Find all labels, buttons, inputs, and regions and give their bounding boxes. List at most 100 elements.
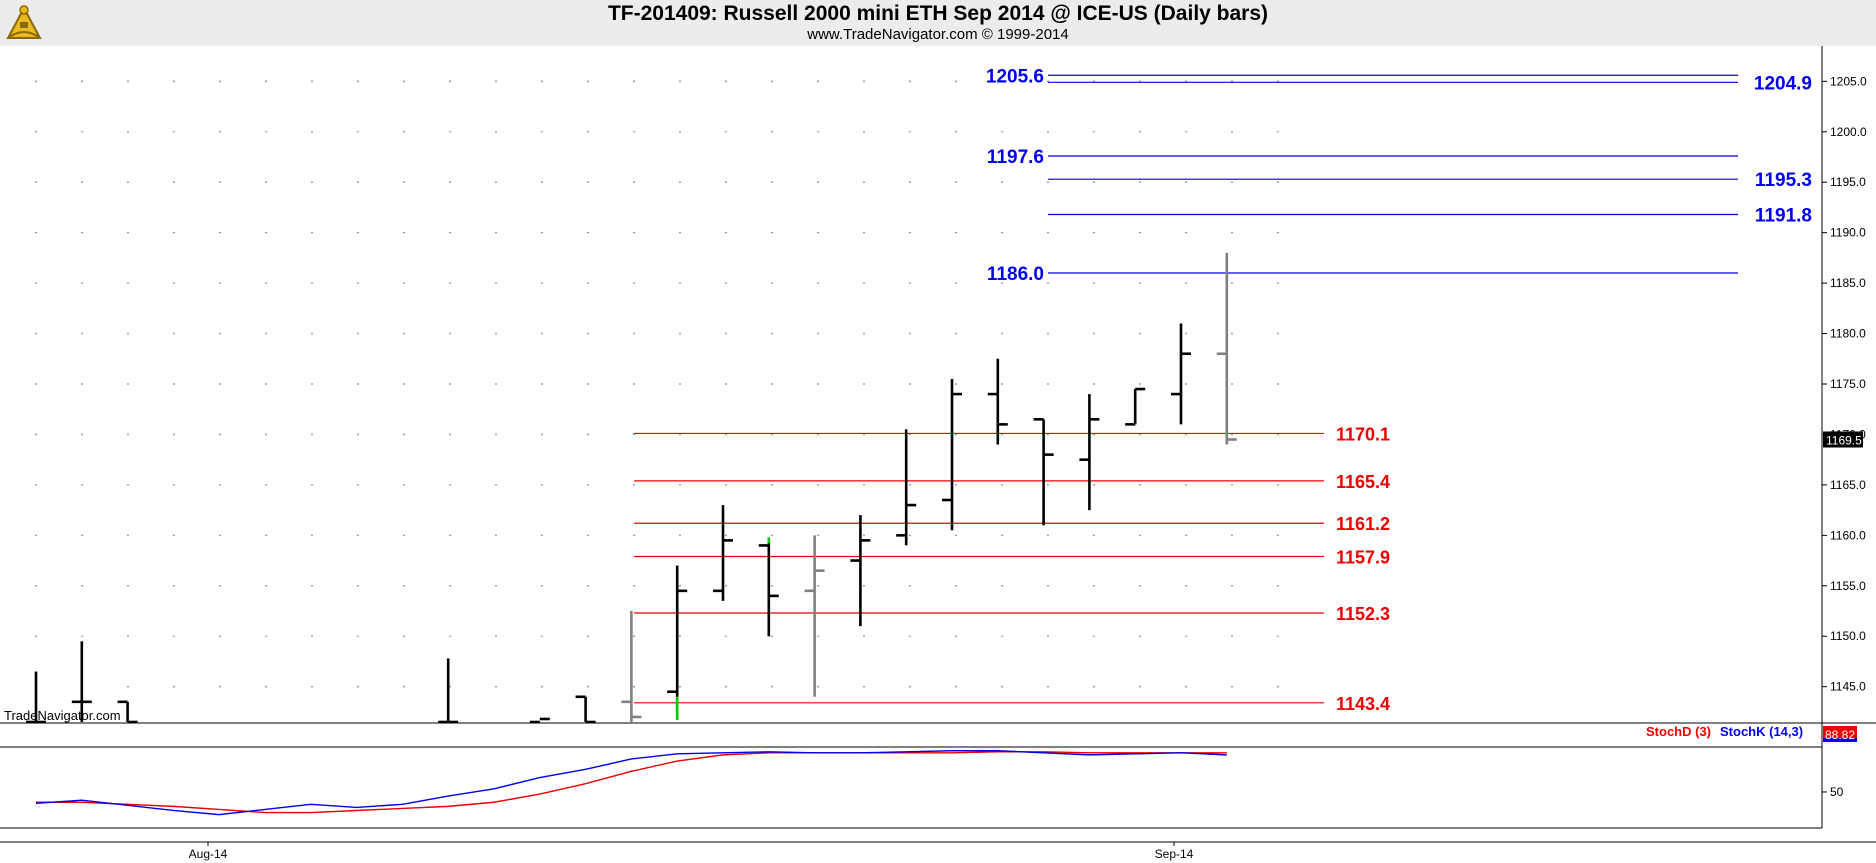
grid-dot	[403, 231, 405, 234]
grid-dot	[1277, 383, 1279, 385]
grid-dot	[541, 534, 543, 537]
price-tick-label: 1145.0	[1830, 680, 1866, 694]
grid-dot	[771, 584, 773, 587]
grid-dot	[909, 130, 911, 133]
grid-dot	[1277, 282, 1279, 285]
grid-dot	[1231, 130, 1233, 133]
grid-dot	[587, 130, 589, 133]
grid-dot	[173, 332, 175, 335]
grid-dot	[1185, 483, 1187, 486]
grid-dot	[1047, 685, 1049, 688]
grid-dot	[541, 231, 543, 234]
grid-dot	[81, 332, 83, 335]
grid-dot	[633, 635, 635, 638]
watermark-text: TradeNavigator.com	[4, 708, 121, 723]
grid-dot	[771, 383, 773, 385]
grid-dot	[1185, 534, 1187, 537]
grid-dot	[1047, 181, 1049, 184]
support-label: 1152.3	[1336, 604, 1390, 624]
grid-dot	[495, 383, 497, 385]
grid-dot	[81, 433, 83, 436]
grid-dot	[35, 231, 37, 234]
grid-dot	[817, 534, 819, 537]
grid-dot	[1047, 332, 1049, 335]
grid-dot	[1001, 282, 1003, 285]
grid-dot	[403, 80, 405, 83]
grid-dot	[81, 483, 83, 486]
grid-dot	[955, 231, 957, 234]
grid-dot	[173, 483, 175, 486]
grid-dot	[449, 282, 451, 285]
grid-dot	[81, 80, 83, 83]
grid-dot	[173, 231, 175, 234]
grid-dot	[541, 181, 543, 184]
grid-dot	[265, 181, 267, 184]
grid-dot	[495, 80, 497, 83]
grid-dot	[35, 483, 37, 486]
grid-dot	[1093, 685, 1095, 688]
grid-dot	[357, 584, 359, 587]
grid-dot	[725, 383, 727, 385]
grid-dot	[219, 130, 221, 133]
grid-dot	[311, 685, 313, 688]
grid-dot	[679, 685, 681, 688]
grid-dot	[1047, 584, 1049, 587]
grid-dot	[1231, 332, 1233, 335]
price-axis: 1145.01150.01155.01160.01165.01170.01175…	[1822, 74, 1867, 694]
grid-dot	[1185, 584, 1187, 587]
grid-dot	[817, 181, 819, 184]
grid-dot	[311, 181, 313, 184]
grid-dot	[817, 231, 819, 234]
grid-dot	[311, 282, 313, 285]
grid-dot	[633, 80, 635, 83]
grid-dot	[265, 685, 267, 688]
grid-dot	[633, 181, 635, 184]
grid-dot	[541, 383, 543, 385]
grid-dot	[449, 584, 451, 587]
grid-dot	[35, 181, 37, 184]
resistance-label: 1205.6	[986, 66, 1044, 87]
price-tick-label: 1205.0	[1830, 74, 1867, 88]
grid-dot	[587, 231, 589, 234]
grid-dot	[449, 332, 451, 335]
grid-dot	[449, 130, 451, 133]
grid-dot	[679, 332, 681, 335]
grid-dot	[955, 181, 957, 184]
grid-dot	[955, 584, 957, 587]
grid-dot	[173, 584, 175, 587]
grid-dot	[863, 534, 865, 537]
grid-dot	[357, 130, 359, 133]
grid-dot	[1001, 584, 1003, 587]
stoch-value-label: 88.82	[1825, 728, 1855, 742]
grid-dot	[357, 332, 359, 335]
last-price-label: 1169.5	[1826, 433, 1862, 447]
grid-dot	[771, 80, 773, 83]
grid-dot	[863, 635, 865, 638]
grid-dot	[679, 584, 681, 587]
grid-dot	[449, 383, 451, 385]
grid-dot	[771, 181, 773, 184]
grid-dot	[633, 584, 635, 587]
grid-dot	[403, 433, 405, 436]
grid-dot	[1277, 685, 1279, 688]
grid-dot	[127, 433, 129, 436]
grid-dot	[679, 130, 681, 133]
grid-dot	[587, 181, 589, 184]
grid-dot	[81, 584, 83, 587]
price-tick-label: 1195.0	[1830, 175, 1866, 189]
grid-dot	[449, 433, 451, 436]
grid-dot	[403, 130, 405, 133]
grid-dot	[1047, 231, 1049, 234]
grid-dot	[219, 433, 221, 436]
grid-dot	[771, 282, 773, 285]
grid-dot	[1001, 231, 1003, 234]
grid-dot	[1231, 383, 1233, 385]
grid-dot	[1093, 635, 1095, 638]
grid-dot	[357, 635, 359, 638]
grid-dot	[173, 80, 175, 83]
grid-dot	[587, 635, 589, 638]
grid-dot	[219, 181, 221, 184]
grid-dot	[909, 584, 911, 587]
grid-dot	[127, 130, 129, 133]
